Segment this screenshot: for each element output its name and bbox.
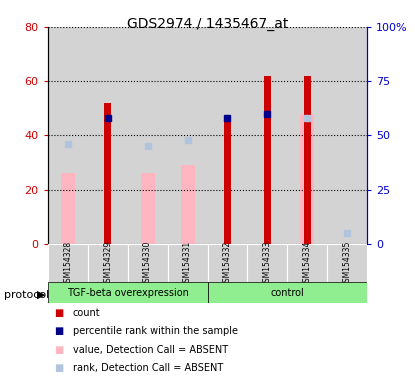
Bar <box>168 27 208 244</box>
Text: ■: ■ <box>54 326 63 336</box>
Text: value, Detection Call = ABSENT: value, Detection Call = ABSENT <box>73 345 228 355</box>
Text: GSM154335: GSM154335 <box>343 241 352 287</box>
Text: count: count <box>73 308 100 318</box>
Text: GSM154333: GSM154333 <box>263 241 272 287</box>
Text: GSM154331: GSM154331 <box>183 241 192 287</box>
Text: ■: ■ <box>54 363 63 373</box>
Bar <box>181 165 195 244</box>
Bar <box>287 244 327 284</box>
Bar <box>48 27 88 244</box>
Bar <box>327 27 367 244</box>
Text: percentile rank within the sample: percentile rank within the sample <box>73 326 238 336</box>
Bar <box>208 27 247 244</box>
Text: ■: ■ <box>54 345 63 355</box>
Bar <box>88 27 128 244</box>
Bar <box>128 27 168 244</box>
Bar <box>141 173 154 244</box>
Text: TGF-beta overexpression: TGF-beta overexpression <box>67 288 188 298</box>
Text: GSM154329: GSM154329 <box>103 241 112 287</box>
Text: ■: ■ <box>54 308 63 318</box>
Text: control: control <box>271 288 304 298</box>
Bar <box>247 27 287 244</box>
Bar <box>247 244 287 284</box>
Text: GSM154332: GSM154332 <box>223 241 232 287</box>
Text: rank, Detection Call = ABSENT: rank, Detection Call = ABSENT <box>73 363 223 373</box>
Bar <box>208 282 367 303</box>
Text: GSM154334: GSM154334 <box>303 241 312 287</box>
Bar <box>88 244 128 284</box>
Bar <box>327 244 367 284</box>
Bar <box>287 27 327 244</box>
Bar <box>48 244 88 284</box>
Bar <box>224 119 231 244</box>
Text: GSM154328: GSM154328 <box>63 241 72 287</box>
Bar <box>264 76 271 244</box>
Bar <box>208 244 247 284</box>
Bar <box>300 114 314 244</box>
Bar <box>61 173 75 244</box>
Text: protocol: protocol <box>4 290 49 300</box>
Bar <box>168 244 208 284</box>
Bar <box>304 76 311 244</box>
Text: GDS2974 / 1435467_at: GDS2974 / 1435467_at <box>127 17 288 31</box>
Text: GSM154330: GSM154330 <box>143 241 152 287</box>
Text: ▶: ▶ <box>37 290 46 300</box>
Bar <box>128 244 168 284</box>
Bar <box>48 282 208 303</box>
Bar <box>104 103 111 244</box>
